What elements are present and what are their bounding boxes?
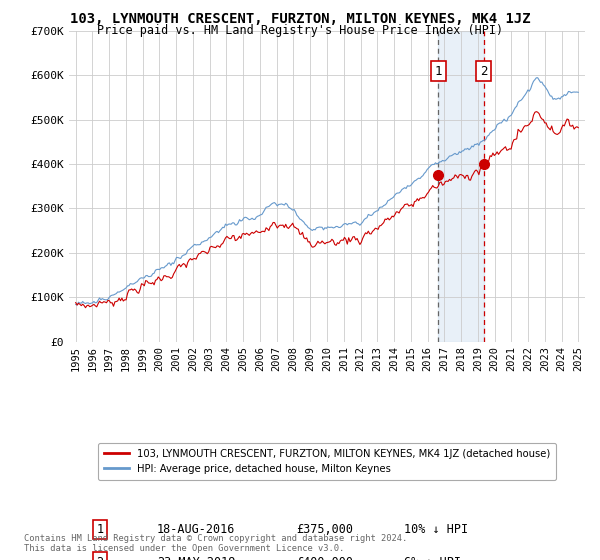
Bar: [438, 31, 484, 342]
Text: Contains HM Land Registry data © Crown copyright and database right 2024.
This d: Contains HM Land Registry data © Crown c…: [24, 534, 407, 553]
Text: 103, LYNMOUTH CRESCENT, FURZTON, MILTON KEYNES, MK4 1JZ: 103, LYNMOUTH CRESCENT, FURZTON, MILTON …: [70, 12, 530, 26]
Legend: 103, LYNMOUTH CRESCENT, FURZTON, MILTON KEYNES, MK4 1JZ (detached house), HPI: A: 103, LYNMOUTH CRESCENT, FURZTON, MILTON …: [98, 442, 556, 479]
Text: Price paid vs. HM Land Registry's House Price Index (HPI): Price paid vs. HM Land Registry's House …: [97, 24, 503, 36]
Text: 10% ↓ HPI: 10% ↓ HPI: [404, 523, 469, 536]
Text: £400,000: £400,000: [296, 556, 353, 560]
Text: 2: 2: [480, 65, 488, 78]
Text: 2: 2: [97, 556, 104, 560]
Text: 23-MAY-2019: 23-MAY-2019: [157, 556, 235, 560]
Text: 1: 1: [97, 523, 104, 536]
Text: 18-AUG-2016: 18-AUG-2016: [157, 523, 235, 536]
Text: 1: 1: [434, 65, 442, 78]
Text: £375,000: £375,000: [296, 523, 353, 536]
Text: 6% ↓ HPI: 6% ↓ HPI: [404, 556, 461, 560]
